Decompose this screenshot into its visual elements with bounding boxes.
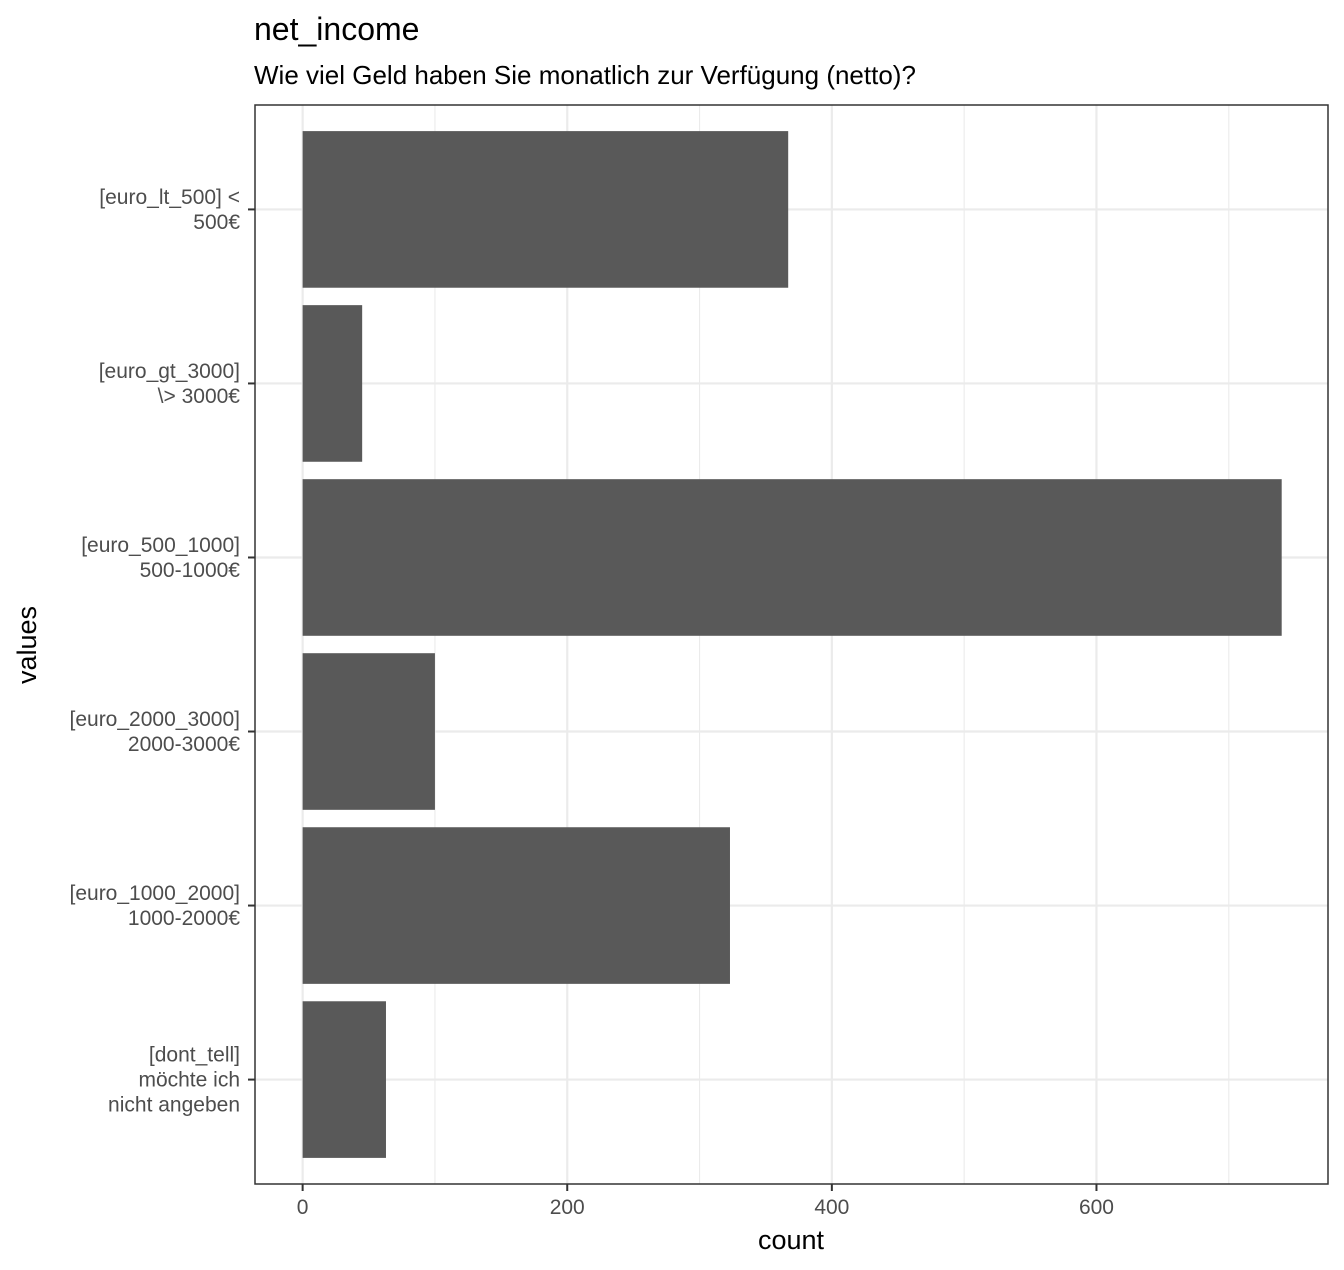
y-tick-label-line: [euro_1000_2000]: [70, 882, 241, 905]
y-axis-title: values: [12, 606, 42, 684]
chart-title: net_income: [254, 11, 419, 47]
y-tick-label: [euro_lt_500] <500€: [99, 186, 240, 234]
x-tick-label: 600: [1079, 1196, 1114, 1219]
bar: [302, 131, 789, 288]
y-tick-label-line: [euro_500_1000]: [81, 534, 240, 557]
y-axis: [euro_lt_500] <500€ [euro_gt_3000] \> 3000…: [70, 186, 255, 1117]
x-tick-label: 200: [550, 1196, 585, 1219]
y-tick-label-line: [dont_tell]: [149, 1044, 240, 1067]
x-tick-label: 0: [297, 1196, 309, 1219]
x-axis: 0 200 400 600: [297, 1184, 1114, 1219]
y-tick-label-line: nicht angeben: [108, 1094, 240, 1117]
bar: [302, 827, 730, 984]
bars: [302, 131, 1282, 1158]
y-tick-label-line: \> 3000€: [158, 385, 241, 408]
y-tick-label: [euro_gt_3000] \> 3000€: [99, 360, 241, 408]
bar: [302, 653, 435, 810]
y-tick-label: [dont_tell] möchte ich nicht angeben: [108, 1044, 240, 1117]
y-tick-label-line: [euro_2000_3000]: [70, 708, 241, 731]
y-tick-label-line: 500-1000€: [140, 559, 241, 582]
x-tick-label: 400: [814, 1196, 849, 1219]
y-tick-label-line: 2000-3000€: [128, 733, 240, 756]
y-tick-label-line: möchte ich: [138, 1069, 240, 1092]
y-tick-label-line: 1000-2000€: [128, 907, 240, 930]
y-tick-label-line: 500€: [193, 211, 240, 234]
y-tick-label-line: [euro_gt_3000]: [99, 360, 240, 383]
bar: [302, 305, 363, 462]
y-tick-label: [euro_500_1000] 500-1000€: [81, 534, 240, 582]
y-tick-label: [euro_2000_3000] 2000-3000€: [70, 708, 241, 756]
chart-subtitle: Wie viel Geld haben Sie monatlich zur Ve…: [254, 60, 916, 90]
bar: [302, 1001, 386, 1158]
y-tick-label-line: [euro_lt_500] <: [99, 186, 240, 209]
x-axis-title: count: [758, 1225, 825, 1255]
bar: [302, 479, 1282, 636]
y-tick-label: [euro_1000_2000] 1000-2000€: [70, 882, 241, 930]
plot-border: [254, 104, 1329, 1185]
